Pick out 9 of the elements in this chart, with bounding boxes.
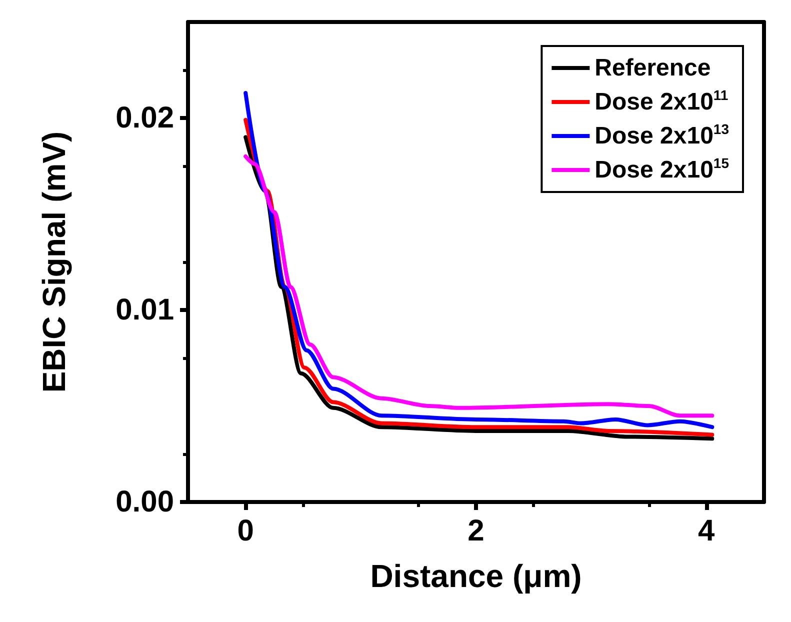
x-axis-title: Distance (μm) — [370, 558, 582, 594]
y-tick-label: 0.00 — [116, 486, 174, 518]
y-tick-label: 0.01 — [116, 294, 174, 326]
y-tick-label: 0.02 — [116, 102, 174, 134]
legend-label: Reference — [594, 54, 711, 82]
x-tick-label: 2 — [468, 514, 484, 548]
x-tick-label: 0 — [237, 514, 254, 548]
x-tick-label: 4 — [698, 514, 716, 548]
y-axis-title: EBIC Signal (mV) — [36, 131, 72, 393]
